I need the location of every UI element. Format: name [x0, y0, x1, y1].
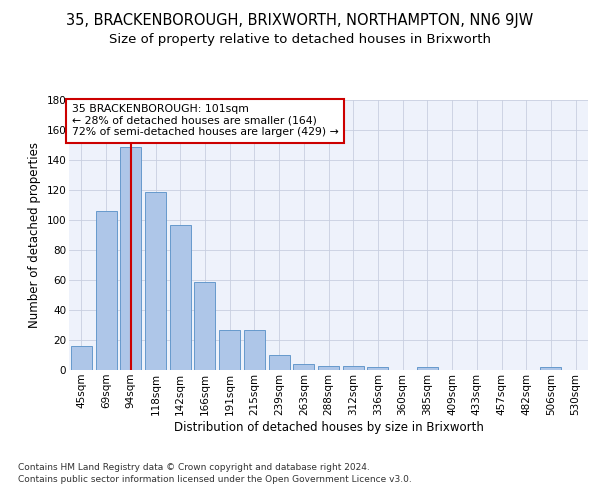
Bar: [343, 366, 364, 370]
Bar: [318, 366, 339, 370]
Bar: [417, 367, 438, 370]
Bar: [367, 367, 388, 370]
Text: 35, BRACKENBOROUGH, BRIXWORTH, NORTHAMPTON, NN6 9JW: 35, BRACKENBOROUGH, BRIXWORTH, NORTHAMPT…: [67, 12, 533, 28]
Y-axis label: Number of detached properties: Number of detached properties: [28, 142, 41, 328]
Text: Contains public sector information licensed under the Open Government Licence v3: Contains public sector information licen…: [18, 474, 412, 484]
Bar: [145, 192, 166, 370]
Bar: [219, 330, 240, 370]
Bar: [194, 282, 215, 370]
Bar: [269, 355, 290, 370]
Bar: [71, 346, 92, 370]
Text: Distribution of detached houses by size in Brixworth: Distribution of detached houses by size …: [174, 421, 484, 434]
Bar: [95, 211, 116, 370]
Text: 35 BRACKENBOROUGH: 101sqm
← 28% of detached houses are smaller (164)
72% of semi: 35 BRACKENBOROUGH: 101sqm ← 28% of detac…: [71, 104, 338, 137]
Bar: [120, 146, 141, 370]
Bar: [541, 367, 562, 370]
Bar: [170, 224, 191, 370]
Bar: [244, 330, 265, 370]
Text: Contains HM Land Registry data © Crown copyright and database right 2024.: Contains HM Land Registry data © Crown c…: [18, 463, 370, 472]
Text: Size of property relative to detached houses in Brixworth: Size of property relative to detached ho…: [109, 32, 491, 46]
Bar: [293, 364, 314, 370]
